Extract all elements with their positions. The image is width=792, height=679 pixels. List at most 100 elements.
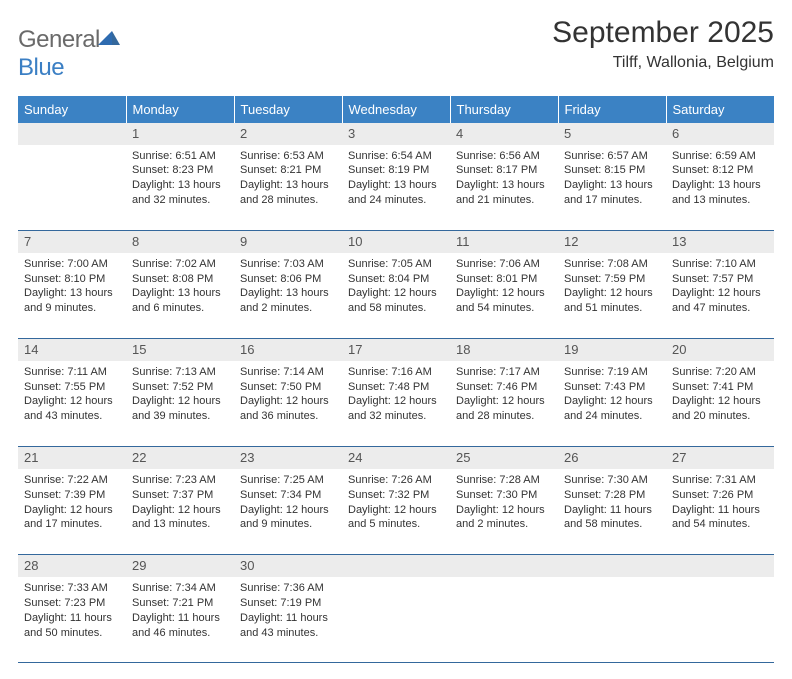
calendar-body: 123456Sunrise: 6:51 AMSunset: 8:23 PMDay…: [18, 123, 774, 663]
daylight-line: Daylight: 12 hours and 54 minutes.: [456, 286, 552, 316]
day-cell: Sunrise: 6:53 AMSunset: 8:21 PMDaylight:…: [234, 145, 342, 231]
day-cell: Sunrise: 7:22 AMSunset: 7:39 PMDaylight:…: [18, 469, 126, 555]
day-number-cell: 2: [234, 123, 342, 145]
day-cell: Sunrise: 7:36 AMSunset: 7:19 PMDaylight:…: [234, 577, 342, 663]
daylight-line: Daylight: 12 hours and 28 minutes.: [456, 394, 552, 424]
sunset-line: Sunset: 8:12 PM: [672, 163, 768, 178]
sunset-line: Sunset: 8:19 PM: [348, 163, 444, 178]
sunrise-line: Sunrise: 7:28 AM: [456, 473, 552, 488]
sunrise-line: Sunrise: 7:05 AM: [348, 257, 444, 272]
daylight-line: Daylight: 12 hours and 43 minutes.: [24, 394, 120, 424]
day-number-cell: 15: [126, 339, 234, 361]
day-number-cell: 11: [450, 231, 558, 253]
sunrise-line: Sunrise: 7:22 AM: [24, 473, 120, 488]
day-number-cell: 6: [666, 123, 774, 145]
day-content-row: Sunrise: 7:33 AMSunset: 7:23 PM Daylight:…: [18, 577, 774, 663]
daylight-line: Daylight: 11 hours and 43 minutes.: [240, 611, 336, 641]
day-content-row: Sunrise: 7:00 AMSunset: 8:10 PMDaylight:…: [18, 253, 774, 339]
sunset-line: Sunset: 7:19 PM: [240, 596, 336, 611]
daylight-line: Daylight: 13 hours and 6 minutes.: [132, 286, 228, 316]
logo-text-1: General: [18, 26, 100, 53]
daylight-line: Daylight: 12 hours and 17 minutes.: [24, 503, 120, 533]
weekday-header-cell: Monday: [126, 96, 234, 123]
sunrise-line: Sunrise: 6:53 AM: [240, 149, 336, 164]
weekday-header-cell: Wednesday: [342, 96, 450, 123]
day-number-row: 21222324252627: [18, 447, 774, 469]
day-cell: [18, 145, 126, 231]
daylight-line: Daylight: 13 hours and 32 minutes.: [132, 178, 228, 208]
sunrise-line: Sunrise: 7:31 AM: [672, 473, 768, 488]
day-cell: Sunrise: 6:56 AMSunset: 8:17 PMDaylight:…: [450, 145, 558, 231]
sunrise-line: Sunrise: 7:10 AM: [672, 257, 768, 272]
sunset-line: Sunset: 7:32 PM: [348, 488, 444, 503]
day-cell: Sunrise: 7:08 AMSunset: 7:59 PMDaylight:…: [558, 253, 666, 339]
day-cell: Sunrise: 7:11 AMSunset: 7:55 PMDaylight:…: [18, 361, 126, 447]
sunset-line: Sunset: 7:52 PM: [132, 380, 228, 395]
daylight-line: Daylight: 13 hours and 2 minutes.: [240, 286, 336, 316]
sunset-line: Sunset: 8:06 PM: [240, 272, 336, 287]
sunrise-line: Sunrise: 7:06 AM: [456, 257, 552, 272]
day-number-cell: 16: [234, 339, 342, 361]
sunset-line: Sunset: 7:21 PM: [132, 596, 228, 611]
sunrise-line: Sunrise: 7:33 AM: [24, 581, 120, 596]
sunset-line: Sunset: 7:48 PM: [348, 380, 444, 395]
day-cell: Sunrise: 6:54 AMSunset: 8:19 PMDaylight:…: [342, 145, 450, 231]
daylight-line: Daylight: 13 hours and 24 minutes.: [348, 178, 444, 208]
sunrise-line: Sunrise: 6:57 AM: [564, 149, 660, 164]
day-cell: Sunrise: 7:10 AMSunset: 7:57 PMDaylight:…: [666, 253, 774, 339]
sunset-line: Sunset: 7:23 PM: [24, 596, 120, 611]
sunset-line: Sunset: 7:39 PM: [24, 488, 120, 503]
weekday-header-cell: Thursday: [450, 96, 558, 123]
sunset-line: Sunset: 7:57 PM: [672, 272, 768, 287]
day-number-cell: 21: [18, 447, 126, 469]
day-cell: Sunrise: 7:05 AMSunset: 8:04 PMDaylight:…: [342, 253, 450, 339]
sunset-line: Sunset: 7:28 PM: [564, 488, 660, 503]
day-cell: Sunrise: 7:34 AMSunset: 7:21 PMDaylight:…: [126, 577, 234, 663]
day-number-cell: 14: [18, 339, 126, 361]
day-cell: Sunrise: 7:33 AMSunset: 7:23 PMDaylight:…: [18, 577, 126, 663]
daylight-line: Daylight: 12 hours and 58 minutes.: [348, 286, 444, 316]
day-number-cell: 27: [666, 447, 774, 469]
sunrise-line: Sunrise: 7:19 AM: [564, 365, 660, 380]
day-number-cell: 8: [126, 231, 234, 253]
calendar-page: GeneralBlue September 2025 Tilff, Wallon…: [0, 0, 792, 679]
sunrise-line: Sunrise: 7:30 AM: [564, 473, 660, 488]
sunrise-line: Sunrise: 7:17 AM: [456, 365, 552, 380]
sunset-line: Sunset: 8:17 PM: [456, 163, 552, 178]
sunset-line: Sunset: 8:01 PM: [456, 272, 552, 287]
day-cell: Sunrise: 7:02 AMSunset: 8:08 PMDaylight:…: [126, 253, 234, 339]
daylight-line: Daylight: 12 hours and 24 minutes.: [564, 394, 660, 424]
sunset-line: Sunset: 7:50 PM: [240, 380, 336, 395]
page-title: September 2025: [552, 16, 774, 50]
sunrise-line: Sunrise: 6:51 AM: [132, 149, 228, 164]
day-cell: [666, 577, 774, 663]
day-number-cell: [18, 123, 126, 145]
daylight-line: Daylight: 12 hours and 20 minutes.: [672, 394, 768, 424]
daylight-line: Daylight: 11 hours and 54 minutes.: [672, 503, 768, 533]
sunrise-line: Sunrise: 7:00 AM: [24, 257, 120, 272]
day-number-cell: 26: [558, 447, 666, 469]
sunrise-line: Sunrise: 7:36 AM: [240, 581, 336, 596]
day-content-row: Sunrise: 7:11 AMSunset: 7:55 PMDaylight:…: [18, 361, 774, 447]
sunrise-line: Sunrise: 7:20 AM: [672, 365, 768, 380]
sunset-line: Sunset: 8:15 PM: [564, 163, 660, 178]
day-number-cell: 1: [126, 123, 234, 145]
daylight-line: Daylight: 13 hours and 21 minutes.: [456, 178, 552, 208]
day-cell: Sunrise: 6:59 AMSunset: 8:12 PMDaylight:…: [666, 145, 774, 231]
day-cell: Sunrise: 7:23 AMSunset: 7:37 PMDaylight:…: [126, 469, 234, 555]
day-number-cell: [450, 555, 558, 577]
weekday-header-cell: Sunday: [18, 96, 126, 123]
day-number-cell: 17: [342, 339, 450, 361]
daylight-line: Daylight: 12 hours and 2 minutes.: [456, 503, 552, 533]
day-number-cell: 4: [450, 123, 558, 145]
sunrise-line: Sunrise: 7:02 AM: [132, 257, 228, 272]
day-cell: Sunrise: 7:25 AMSunset: 7:34 PMDaylight:…: [234, 469, 342, 555]
day-number-row: 78910111213: [18, 231, 774, 253]
sunrise-line: Sunrise: 7:14 AM: [240, 365, 336, 380]
sunset-line: Sunset: 7:30 PM: [456, 488, 552, 503]
day-number-cell: 30: [234, 555, 342, 577]
daylight-line: Daylight: 12 hours and 32 minutes.: [348, 394, 444, 424]
weekday-header-cell: Saturday: [666, 96, 774, 123]
day-cell: Sunrise: 7:20 AMSunset: 7:41 PMDaylight:…: [666, 361, 774, 447]
sunrise-line: Sunrise: 6:56 AM: [456, 149, 552, 164]
